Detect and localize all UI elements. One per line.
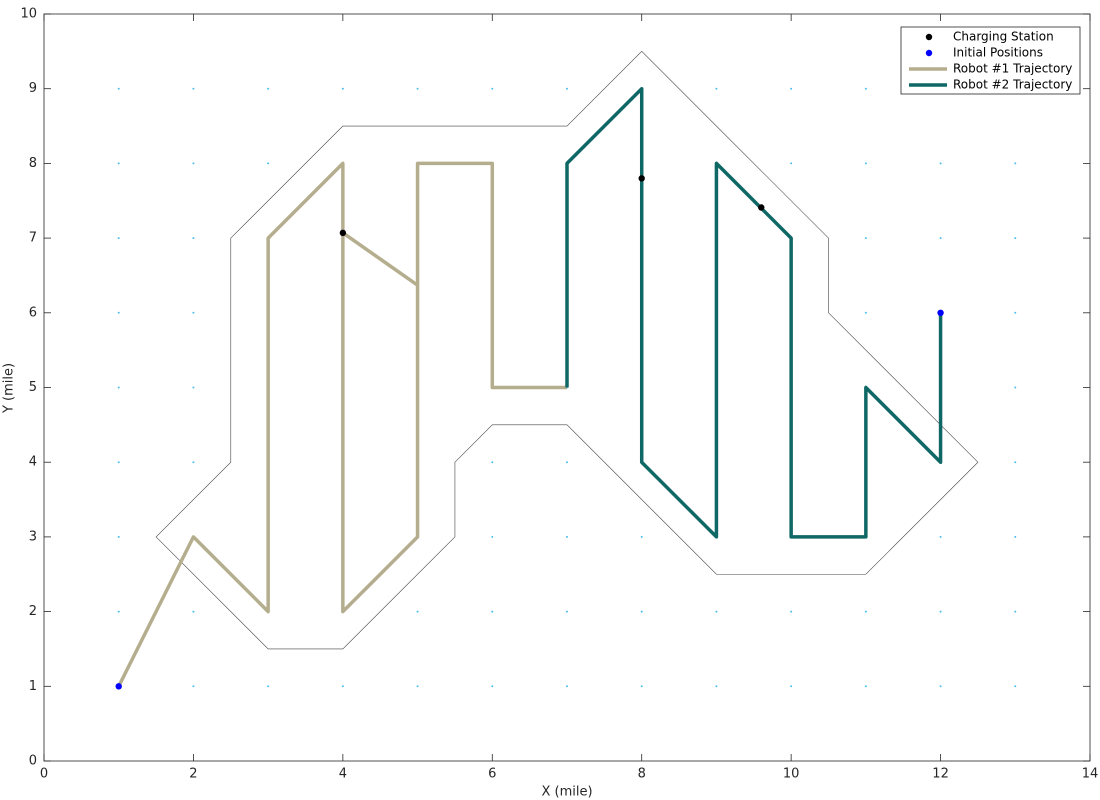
legend: Charging Station Initial Positions Robot #… (900, 26, 1081, 95)
y-tick-label: 8 (29, 156, 37, 171)
y-tick-label: 4 (29, 455, 37, 470)
grid-point (117, 237, 120, 240)
grid-point (267, 685, 270, 688)
grid-point (192, 311, 195, 314)
x-tick-label: 0 (40, 767, 48, 782)
x-tick-label: 12 (932, 767, 949, 782)
grid-point (790, 685, 793, 688)
y-tick-label: 10 (20, 7, 37, 22)
y-tick-label: 9 (29, 81, 37, 96)
marker (638, 175, 645, 182)
legend-label: Robot #2 Trajectory (953, 78, 1072, 92)
grid-point (491, 610, 494, 613)
legend-marker (925, 49, 933, 57)
grid-point (1014, 237, 1017, 240)
x-tick-label: 8 (638, 767, 646, 782)
marker (758, 204, 765, 211)
y-tick-label: 1 (29, 679, 37, 694)
y-tick-label: 7 (29, 231, 37, 246)
legend-label: Charging Station (953, 30, 1054, 44)
grid-point (566, 610, 568, 613)
grid-point (1014, 311, 1017, 314)
legend-label: Robot #1 Trajectory (953, 62, 1072, 76)
grid-point (864, 87, 867, 90)
grid-point (566, 535, 568, 538)
grid-point (192, 610, 195, 613)
boundary (155, 50, 979, 650)
grid-point (341, 87, 344, 90)
grid-point (1014, 386, 1017, 389)
grid-point (790, 162, 793, 165)
grid-point (491, 87, 494, 90)
grid-point (192, 461, 195, 464)
grid-point (640, 610, 643, 613)
grid-point (566, 685, 568, 688)
grid-point (192, 162, 195, 165)
x-tick-label: 2 (189, 767, 197, 782)
x-tick-label: 6 (488, 767, 496, 782)
y-axis-label: Y (mile) (2, 363, 17, 414)
grid-point (491, 461, 494, 464)
grid-point (416, 87, 419, 90)
x-axis-label: X (mile) (541, 785, 592, 800)
grid-point (939, 162, 942, 165)
grid-point (790, 87, 793, 90)
grid-point (117, 610, 120, 613)
grid-point (939, 535, 942, 538)
y-tick-label: 5 (29, 380, 37, 395)
marker (339, 229, 347, 237)
grid-point (864, 610, 867, 613)
grid-point (267, 87, 270, 90)
y-tick-label: 2 (29, 604, 37, 619)
grid-point (117, 87, 120, 90)
grid-point (715, 610, 718, 613)
grid-point (117, 311, 120, 314)
grid-point (1014, 162, 1017, 165)
grid-point (341, 685, 344, 688)
grid-point (864, 311, 867, 314)
grid-point (491, 535, 494, 538)
grid-point (939, 610, 942, 613)
grid-point (192, 237, 195, 240)
trajectory (117, 161, 567, 688)
marker (115, 683, 122, 690)
grid-point (416, 685, 419, 688)
grid-point (566, 461, 568, 464)
grid-point (491, 685, 494, 688)
grid-point (939, 237, 942, 240)
grid-point (192, 685, 195, 688)
grid-point (416, 610, 419, 613)
grid-point (715, 685, 718, 688)
x-tick-label: 14 (1082, 767, 1099, 782)
grid-point (864, 162, 867, 165)
y-tick-label: 6 (29, 305, 37, 320)
grid-point (939, 685, 942, 688)
grid-point (640, 685, 643, 688)
grid-point (864, 685, 867, 688)
grid-point (640, 535, 643, 538)
grid-point (566, 87, 568, 90)
x-tick-label: 4 (339, 767, 347, 782)
grid-point (715, 87, 718, 90)
grid-point (1014, 535, 1017, 538)
grid-point (1014, 685, 1017, 688)
legend-label: Initial Positions (953, 46, 1043, 60)
y-tick-label: 0 (29, 754, 37, 769)
grid-point (117, 386, 120, 389)
grid-point (117, 461, 120, 464)
grid-point (267, 162, 270, 165)
grid-point (1014, 461, 1017, 464)
y-tick-label: 3 (29, 529, 37, 544)
grid-point (864, 237, 867, 240)
grid-point (117, 162, 120, 165)
legend-marker (925, 33, 933, 41)
grid-point (192, 386, 195, 389)
marker (937, 309, 944, 316)
grid-point (790, 610, 793, 613)
x-tick-label: 10 (783, 767, 800, 782)
grid-point (1014, 610, 1017, 613)
grid-point (117, 535, 120, 538)
grid-point (192, 87, 195, 90)
